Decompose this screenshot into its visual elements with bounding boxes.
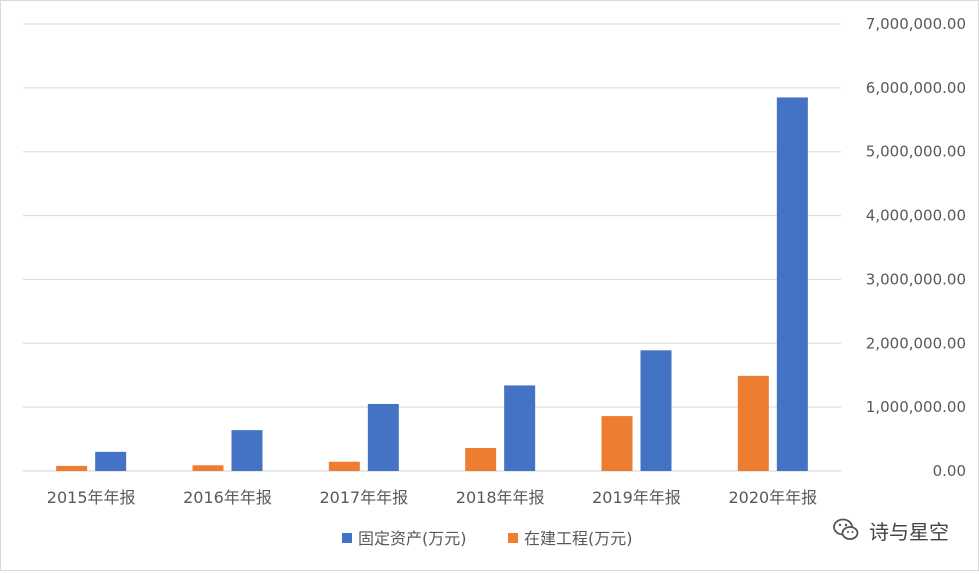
bar bbox=[95, 451, 127, 471]
x-tick-label: 2015年年报 bbox=[47, 488, 136, 507]
bar bbox=[504, 385, 536, 471]
bar bbox=[328, 461, 360, 471]
x-tick-label: 2016年年报 bbox=[183, 488, 272, 507]
bar bbox=[776, 97, 808, 471]
bar bbox=[56, 465, 88, 471]
bar bbox=[192, 465, 224, 471]
y-tick-label: 1,000,000.00 bbox=[866, 398, 966, 416]
bar bbox=[601, 416, 633, 471]
y-tick-label: 0.00 bbox=[933, 462, 966, 480]
bar bbox=[367, 403, 399, 471]
y-tick-label: 4,000,000.00 bbox=[866, 207, 966, 225]
y-tick-label: 7,000,000.00 bbox=[866, 15, 966, 33]
x-tick-label: 2020年年报 bbox=[728, 488, 817, 507]
x-tick-label: 2019年年报 bbox=[592, 488, 681, 507]
bar bbox=[231, 430, 263, 471]
bar bbox=[640, 350, 672, 471]
watermark: 诗与星空 bbox=[831, 515, 949, 545]
bar bbox=[465, 448, 497, 471]
y-tick-label: 5,000,000.00 bbox=[866, 143, 966, 161]
legend-swatch bbox=[342, 533, 352, 543]
y-tick-label: 2,000,000.00 bbox=[866, 334, 966, 352]
y-tick-label: 3,000,000.00 bbox=[866, 270, 966, 288]
x-tick-label: 2018年年报 bbox=[456, 488, 545, 507]
wechat-icon bbox=[833, 518, 859, 540]
bar bbox=[737, 375, 769, 471]
y-tick-label: 6,000,000.00 bbox=[866, 79, 966, 97]
watermark-text: 诗与星空 bbox=[869, 519, 949, 544]
legend-label: 在建工程(万元) bbox=[524, 529, 633, 548]
legend-label: 固定资产(万元) bbox=[358, 529, 467, 548]
legend-swatch bbox=[508, 533, 518, 543]
x-tick-label: 2017年年报 bbox=[319, 488, 408, 507]
